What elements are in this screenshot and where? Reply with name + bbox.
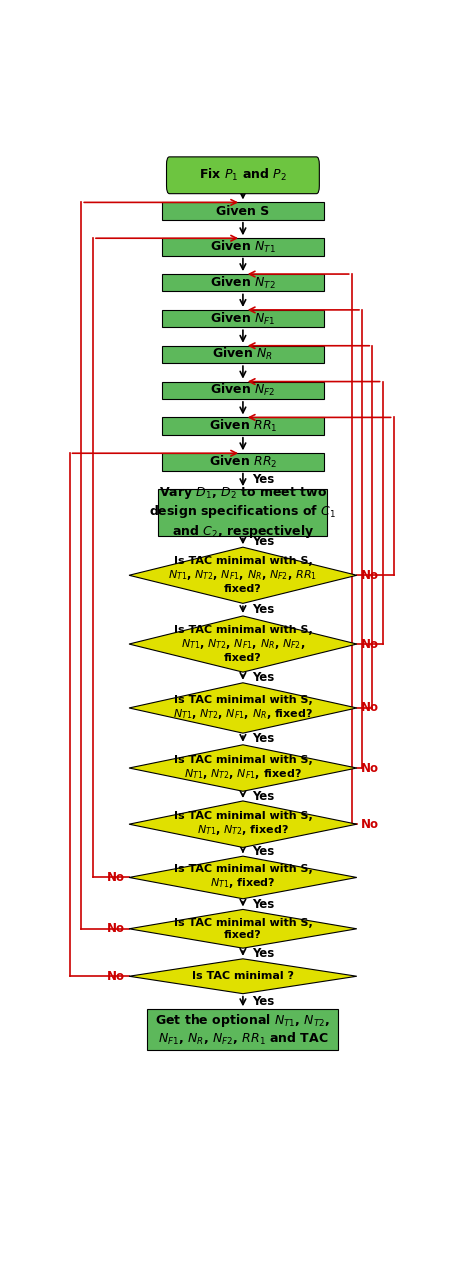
Text: Is TAC minimal with S,
$N_{T1}$, $N_{T2}$, $N_{F1}$, $N_R$, $N_{F2}$, $RR_1$
fix: Is TAC minimal with S, $N_{T1}$, $N_{T2}… xyxy=(168,557,318,594)
Polygon shape xyxy=(129,616,357,672)
FancyBboxPatch shape xyxy=(147,1010,338,1049)
Text: Get the optional $N_{T1}$, $N_{T2}$,
$N_{F1}$, $N_R$, $N_{F2}$, $RR_1$ and TAC: Get the optional $N_{T1}$, $N_{T2}$, $N_… xyxy=(155,1012,330,1047)
Text: Vary $D_1$, $D_2$ to meet two
design specifications of $C_1$
and $C_2$, respecti: Vary $D_1$, $D_2$ to meet two design spe… xyxy=(149,485,337,540)
FancyBboxPatch shape xyxy=(162,203,324,219)
Text: No: No xyxy=(107,970,125,983)
Text: Fix $P_1$ and $P_2$: Fix $P_1$ and $P_2$ xyxy=(199,167,287,183)
Polygon shape xyxy=(129,958,357,993)
Text: No: No xyxy=(361,817,379,830)
Text: Yes: Yes xyxy=(252,733,274,745)
Text: Yes: Yes xyxy=(252,994,274,1008)
Text: Yes: Yes xyxy=(252,473,274,486)
Text: Yes: Yes xyxy=(252,947,274,960)
Text: Given $N_{F2}$: Given $N_{F2}$ xyxy=(210,382,276,398)
Text: No: No xyxy=(361,762,379,775)
Text: Given $N_R$: Given $N_R$ xyxy=(212,346,273,363)
FancyBboxPatch shape xyxy=(162,381,324,399)
Text: No: No xyxy=(361,702,379,715)
Text: Yes: Yes xyxy=(252,898,274,911)
Polygon shape xyxy=(129,910,357,948)
Text: Given $N_{T1}$: Given $N_{T1}$ xyxy=(210,239,276,255)
Text: Yes: Yes xyxy=(252,789,274,803)
Text: No: No xyxy=(107,922,125,935)
Text: Yes: Yes xyxy=(252,603,274,616)
Text: Given $RR_1$: Given $RR_1$ xyxy=(209,418,277,434)
FancyBboxPatch shape xyxy=(162,453,324,471)
FancyBboxPatch shape xyxy=(158,489,328,535)
Text: Given $N_{T2}$: Given $N_{T2}$ xyxy=(210,275,276,291)
Text: Given S: Given S xyxy=(216,204,270,218)
Text: Is TAC minimal with S,
$N_{T1}$, $N_{T2}$, $N_{F1}$, $N_R$, $N_{F2}$,
fixed?: Is TAC minimal with S, $N_{T1}$, $N_{T2}… xyxy=(173,625,312,663)
Text: No: No xyxy=(361,568,379,581)
Text: Is TAC minimal with S,
fixed?: Is TAC minimal with S, fixed? xyxy=(173,919,312,939)
Text: No: No xyxy=(361,638,379,650)
Text: Given $RR_2$: Given $RR_2$ xyxy=(209,454,277,470)
Polygon shape xyxy=(129,856,357,899)
Text: Yes: Yes xyxy=(252,535,274,548)
Text: Is TAC minimal ?: Is TAC minimal ? xyxy=(192,971,294,981)
Text: Is TAC minimal with S,
$N_{T1}$, $N_{T2}$, $N_{F1}$, fixed?: Is TAC minimal with S, $N_{T1}$, $N_{T2}… xyxy=(173,754,312,781)
FancyBboxPatch shape xyxy=(166,157,319,194)
FancyBboxPatch shape xyxy=(162,345,324,363)
Text: Given $N_{F1}$: Given $N_{F1}$ xyxy=(210,310,276,327)
Polygon shape xyxy=(129,801,357,848)
Polygon shape xyxy=(129,547,357,603)
FancyBboxPatch shape xyxy=(162,417,324,435)
Text: Is TAC minimal with S,
$N_{T1}$, $N_{T2}$, fixed?: Is TAC minimal with S, $N_{T1}$, $N_{T2}… xyxy=(173,811,312,838)
Text: Is TAC minimal with S,
$N_{T1}$, fixed?: Is TAC minimal with S, $N_{T1}$, fixed? xyxy=(173,865,312,890)
Text: Yes: Yes xyxy=(252,671,274,684)
Text: Is TAC minimal with S,
$N_{T1}$, $N_{T2}$, $N_{F1}$, $N_R$, fixed?: Is TAC minimal with S, $N_{T1}$, $N_{T2}… xyxy=(173,695,313,721)
Text: No: No xyxy=(107,871,125,884)
FancyBboxPatch shape xyxy=(162,239,324,255)
Polygon shape xyxy=(129,683,357,733)
FancyBboxPatch shape xyxy=(162,275,324,291)
FancyBboxPatch shape xyxy=(162,310,324,327)
Text: Yes: Yes xyxy=(252,845,274,858)
Polygon shape xyxy=(129,744,357,792)
